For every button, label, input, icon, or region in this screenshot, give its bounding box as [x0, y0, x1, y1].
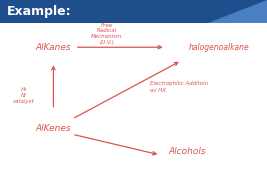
Polygon shape — [208, 0, 267, 23]
Text: AlKenes: AlKenes — [36, 124, 71, 133]
Text: halogenoalkane: halogenoalkane — [189, 43, 249, 52]
Text: H₂
Ni
catalyst: H₂ Ni catalyst — [13, 87, 35, 104]
Text: Electrophilic Addition
w/ HX: Electrophilic Addition w/ HX — [150, 81, 208, 92]
Text: AlKanes: AlKanes — [36, 43, 71, 52]
Text: Alcohols: Alcohols — [168, 147, 206, 156]
FancyBboxPatch shape — [0, 0, 208, 23]
Text: Free
Radical
Mechanism
(U.V.): Free Radical Mechanism (U.V.) — [91, 23, 123, 45]
Text: Example:: Example: — [7, 5, 71, 18]
FancyBboxPatch shape — [0, 0, 267, 23]
